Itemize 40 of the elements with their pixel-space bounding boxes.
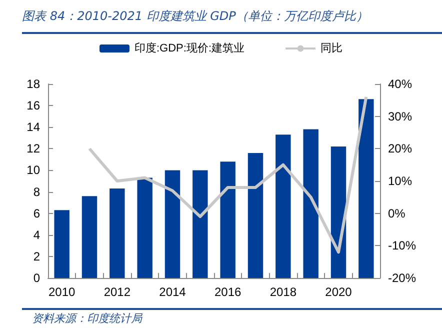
y-tick-label: 2	[33, 249, 40, 264]
x-tick-label: 2010	[48, 285, 76, 299]
y2-tick-label: 10%	[388, 174, 412, 188]
x-tick-label: 2016	[214, 285, 242, 299]
y-tick-label: 8	[33, 184, 40, 199]
bar	[137, 178, 152, 278]
bar	[303, 129, 318, 278]
y-tick-label: 6	[33, 206, 40, 220]
bar	[220, 162, 236, 278]
legend-label: 同比	[320, 42, 343, 54]
y-tick-label: 12	[26, 142, 40, 156]
bar	[110, 188, 125, 278]
y2-tick-label: -10%	[388, 238, 416, 253]
bar	[358, 99, 374, 278]
y-tick-label: 18	[26, 77, 40, 91]
y-tick-label: 14	[26, 120, 40, 134]
y2-tick-label: -20%	[388, 271, 416, 285]
bar	[192, 170, 208, 278]
y2-tick-label: 40%	[388, 77, 412, 91]
line-series	[88, 95, 368, 254]
x-tick-label: 2014	[159, 285, 186, 299]
x-tick-label: 2020	[325, 285, 352, 299]
y2-tick-label: 30%	[388, 109, 412, 124]
bar	[248, 152, 264, 278]
legend-label: 印度:GDP:现价:建筑业	[134, 42, 245, 54]
bar	[276, 134, 291, 278]
y-tick-label: 10	[26, 163, 40, 178]
text: 资料来源：印度统计局	[32, 311, 142, 326]
y-tick-label: 0	[33, 271, 40, 285]
bar	[330, 146, 346, 278]
bar	[82, 196, 98, 278]
x-tick-label: 2012	[104, 285, 131, 299]
x-tick-label: 2018	[270, 285, 297, 299]
y-tick-label: 4	[33, 228, 40, 242]
bar	[164, 170, 180, 278]
bar	[54, 210, 70, 278]
y-tick-label: 16	[26, 98, 40, 113]
chart-title: 图表 84：2010-2021 印度建筑业 GDP（单位：万亿印度卢比）	[22, 8, 368, 25]
y2-tick-label: 0%	[388, 206, 406, 220]
y2-tick-label: 20%	[388, 142, 412, 156]
